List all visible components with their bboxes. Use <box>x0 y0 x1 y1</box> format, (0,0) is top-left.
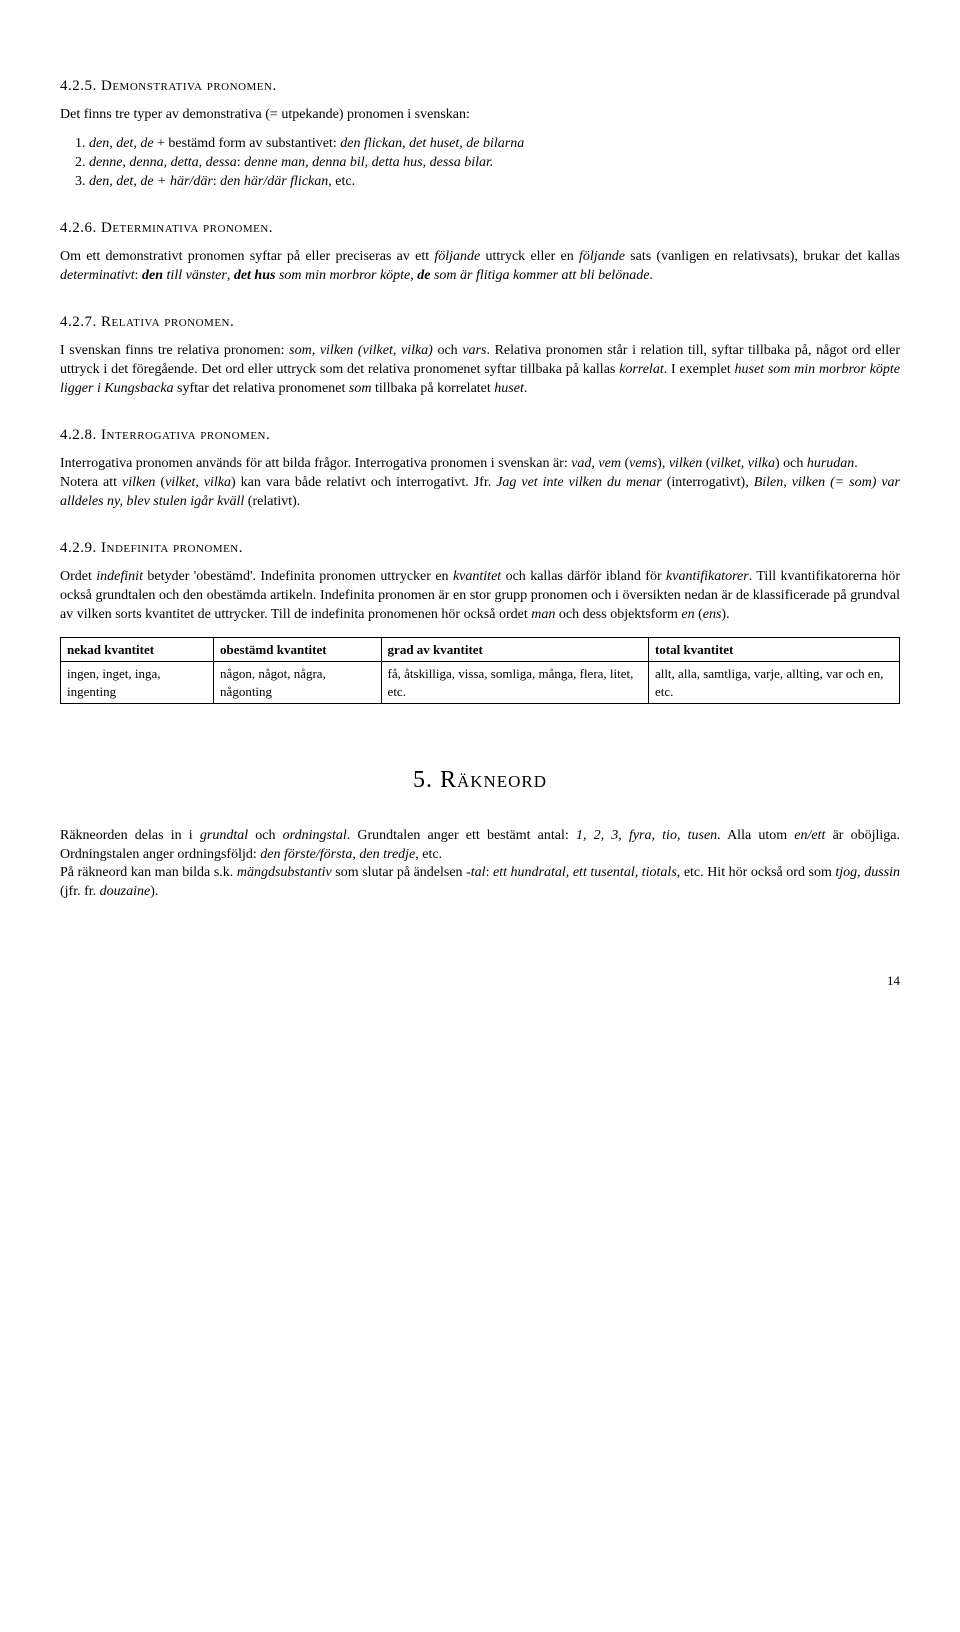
table-cell: få, åtskilliga, vissa, somliga, många, f… <box>381 662 648 704</box>
list-item-3: 3. den, det, de + här/där: den här/där f… <box>60 173 900 192</box>
table-cell: ingen, inget, inga, ingenting <box>61 662 214 704</box>
table-header-cell: nekad kvantitet <box>61 637 214 662</box>
intro-4-2-5: Det finns tre typer av demonstrativa (= … <box>60 106 900 125</box>
heading-4-2-5: 4.2.5. Demonstrativa pronomen. <box>60 76 900 96</box>
list-item-2: 2. denne, denna, detta, dessa: denne man… <box>60 154 900 173</box>
heading-4-2-7: 4.2.7. Relativa pronomen. <box>60 312 900 332</box>
table-header-cell: obestämd kvantitet <box>214 637 382 662</box>
page-number: 14 <box>60 972 900 990</box>
chapter-5-heading: 5. Räkneord <box>60 764 900 796</box>
body-4-2-7: I svenskan finns tre relativa pronomen: … <box>60 342 900 399</box>
table-cell: någon, något, några, någonting <box>214 662 382 704</box>
table-row: ingen, inget, inga, ingenting någon, någ… <box>61 662 900 704</box>
heading-4-2-9: 4.2.9. Indefinita pronomen. <box>60 538 900 558</box>
table-row: nekad kvantitet obestämd kvantitet grad … <box>61 637 900 662</box>
kvantitet-table: nekad kvantitet obestämd kvantitet grad … <box>60 637 900 705</box>
chapter-5-p1: Räkneorden delas in i grundtal och ordni… <box>60 827 900 865</box>
list-item-1: 1. den, det, de + bestämd form av substa… <box>60 135 900 154</box>
heading-4-2-8: 4.2.8. Interrogativa pronomen. <box>60 425 900 445</box>
body-4-2-8a: Interrogativa pronomen används för att b… <box>60 455 900 474</box>
body-4-2-9: Ordet indefinit betyder 'obestämd'. Inde… <box>60 568 900 625</box>
chapter-5-p2: På räkneord kan man bilda s.k. mängdsubs… <box>60 864 900 902</box>
table-header-cell: grad av kvantitet <box>381 637 648 662</box>
heading-4-2-6: 4.2.6. Determinativa pronomen. <box>60 218 900 238</box>
body-4-2-6: Om ett demonstrativt pronomen syftar på … <box>60 248 900 286</box>
table-header-cell: total kvantitet <box>648 637 899 662</box>
body-4-2-8b: Notera att vilken (vilket, vilka) kan va… <box>60 474 900 512</box>
table-cell: allt, alla, samtliga, varje, allting, va… <box>648 662 899 704</box>
